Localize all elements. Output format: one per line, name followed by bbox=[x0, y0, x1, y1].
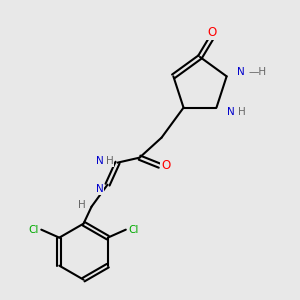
Text: N: N bbox=[96, 156, 104, 166]
Text: N: N bbox=[96, 184, 104, 194]
Text: H: H bbox=[78, 200, 86, 210]
Text: O: O bbox=[207, 26, 217, 38]
Text: H: H bbox=[238, 107, 246, 117]
Text: H: H bbox=[106, 156, 113, 166]
Text: O: O bbox=[161, 159, 170, 172]
Text: —H: —H bbox=[249, 67, 267, 77]
Text: N: N bbox=[226, 107, 234, 117]
Text: Cl: Cl bbox=[28, 225, 38, 235]
Text: N: N bbox=[237, 67, 244, 77]
Text: Cl: Cl bbox=[129, 225, 139, 235]
